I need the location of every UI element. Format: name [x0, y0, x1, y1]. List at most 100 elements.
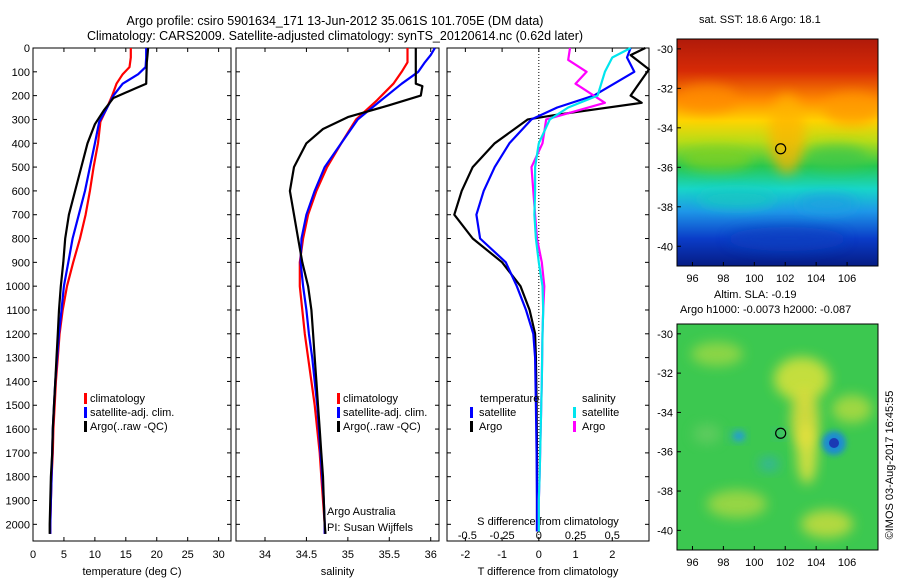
series-line-1 — [453, 47, 651, 532]
series-line-1 — [298, 48, 409, 534]
y-tick-label: 300 — [12, 114, 30, 126]
map-y-tick-label: -40 — [657, 241, 673, 253]
legend-label: satellite-adj. clim. — [90, 407, 174, 419]
x2-tick-label: 0.5 — [605, 530, 620, 542]
legend-label: Argo(..raw -QC) — [90, 421, 168, 433]
legend-swatch — [337, 393, 340, 404]
sla-map: 96 98 100 102 104 106 -30 -32 -34 -36 -38 -40 — [657, 323, 879, 569]
sst-patch — [797, 194, 857, 214]
x-tick-label: 0 — [30, 549, 36, 561]
legend-label: satellite — [479, 407, 516, 419]
figure-title-line1: Argo profile: csiro 5901634_171 13-Jun-2… — [126, 14, 544, 28]
y-tick-label: 400 — [12, 138, 30, 150]
x-tick-label: -2 — [460, 549, 470, 561]
map-x-tick-label: 102 — [776, 557, 794, 569]
x-tick-label: 30 — [213, 549, 225, 561]
map-x-tick-label: 102 — [776, 273, 794, 285]
x-axis-label: T difference from climatology — [478, 566, 619, 578]
sla-map-title: Altim. SLA: -0.19 — [714, 289, 797, 301]
y-tick-label: 2000 — [6, 519, 30, 531]
map-frame — [676, 38, 879, 267]
sst-patch — [807, 145, 867, 169]
y-tick-label: 700 — [12, 210, 30, 222]
sst-patch — [824, 93, 878, 125]
legend-swatch — [470, 407, 473, 418]
x-tick-label: 1 — [572, 549, 578, 561]
y-tick-label: 1900 — [6, 496, 30, 508]
map-y-tick-label: -38 — [657, 486, 673, 498]
y-tick-label: 900 — [12, 257, 30, 269]
map-y-tick-label: -32 — [657, 368, 673, 380]
map-y-tick-label: -34 — [657, 123, 673, 135]
map-x-tick-label: 98 — [717, 273, 729, 285]
map-y-tick-label: -34 — [657, 407, 673, 419]
sst-map: 96 98 100 102 104 106 -30 -32 -34 -36 -38 -40 — [657, 38, 879, 285]
figure-title-line2: Climatology: CARS2009. Satellite-adjuste… — [86, 29, 584, 43]
argo-position-marker — [775, 427, 787, 439]
sst-patch — [677, 85, 737, 113]
map-y-tick-label: -38 — [657, 202, 673, 214]
map-y-tick-label: -36 — [657, 447, 673, 459]
sla-patch — [759, 457, 779, 471]
sla-patch — [707, 490, 767, 518]
legend-label: climatology — [90, 393, 146, 405]
series-line-4 — [533, 47, 632, 532]
map-field — [677, 39, 878, 266]
map-y-tick-label: -30 — [657, 329, 673, 341]
sla-patch — [691, 342, 743, 366]
x-tick-label: 20 — [151, 549, 163, 561]
x-tick-label: 25 — [182, 549, 194, 561]
sla-patch — [774, 357, 830, 401]
panel-frame — [32, 47, 232, 542]
sst-patch — [727, 227, 847, 251]
map-x-tick-label: 104 — [807, 273, 825, 285]
legend-label: climatology — [343, 393, 399, 405]
x-tick-label: 35.5 — [379, 549, 400, 561]
legend-swatch — [337, 421, 340, 432]
panel-frame — [235, 47, 440, 542]
legend-label: satellite-adj. clim. — [343, 407, 427, 419]
y-tick-label: 100 — [12, 67, 30, 79]
sst-patch — [769, 94, 805, 174]
x-axis-label: salinity — [321, 566, 355, 578]
x-tick-label: 34.5 — [296, 549, 317, 561]
profile-panel-3: -2 -1 0 1 2 T difference from climatology S di… — [446, 47, 651, 578]
annotation-line: Argo Australia — [327, 506, 396, 518]
y-tick-label: 1300 — [6, 353, 30, 365]
map-x-tick-label: 106 — [838, 273, 856, 285]
x2-tick-label: 0.25 — [565, 530, 586, 542]
map-y-tick-label: -32 — [657, 83, 673, 95]
map-x-tick-label: 106 — [838, 557, 856, 569]
y-tick-label: 1200 — [6, 329, 30, 341]
y-tick-label: 200 — [12, 91, 30, 103]
x-tick-label: -1 — [497, 549, 507, 561]
panel-frame — [446, 47, 650, 542]
legend-group-title: temperature — [480, 393, 539, 405]
x-tick-label: 5 — [61, 549, 67, 561]
profile-panel-2: 34 34.5 35 35.5 36 salinity climatology satelli… — [235, 47, 440, 578]
series-line-3 — [48, 47, 150, 534]
y-tick-label: 500 — [12, 162, 30, 174]
x-tick-label: 10 — [89, 549, 101, 561]
legend-group-title: salinity — [582, 393, 616, 405]
y-tick-label: 1700 — [6, 448, 30, 460]
sst-map-title: sat. SST: 18.6 Argo: 18.1 — [699, 14, 821, 26]
legend-label: Argo — [479, 421, 502, 433]
y-tick-label: 600 — [12, 186, 30, 198]
map-x-tick-label: 98 — [717, 557, 729, 569]
y-tick-label: 1800 — [6, 472, 30, 484]
x-tick-label: 36 — [425, 549, 437, 561]
map-x-tick-label: 104 — [807, 557, 825, 569]
map-x-tick-label: 100 — [745, 273, 763, 285]
x-tick-label: 15 — [120, 549, 132, 561]
sla-patch — [775, 430, 785, 438]
y-tick-label: 1600 — [6, 424, 30, 436]
copyright-stamp: ©IMOS 03-Aug-2017 16:45:55 — [884, 391, 896, 540]
profile-panel-1: 0100200300400500600700800900100011001200… — [6, 43, 232, 578]
x2-axis-label: S difference from climatology — [477, 516, 619, 528]
series-line-2 — [475, 47, 636, 532]
x2-tick-label: 0 — [536, 530, 542, 542]
map-x-tick-label: 96 — [686, 557, 698, 569]
y-tick-label: 800 — [12, 234, 30, 246]
